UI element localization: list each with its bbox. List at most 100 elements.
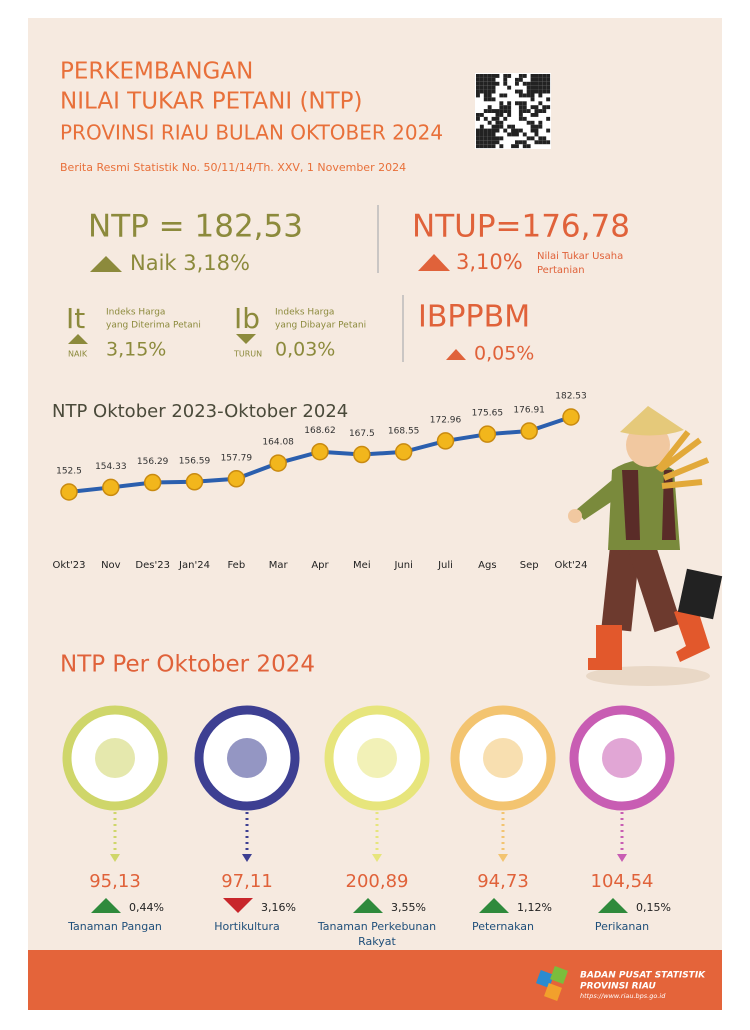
qr-module	[522, 132, 527, 137]
sector-change: 1,12%	[517, 901, 552, 914]
qr-module	[530, 85, 535, 90]
ib-status: TURUN	[233, 350, 262, 359]
qr-module	[526, 89, 531, 94]
qr-module	[503, 116, 508, 121]
qr-module	[476, 116, 480, 121]
qr-module	[511, 132, 515, 137]
qr-module	[518, 128, 523, 133]
qr-module	[487, 136, 492, 141]
qr-module	[483, 128, 488, 133]
data-label: 154.33	[95, 462, 127, 472]
qr-module	[542, 136, 547, 141]
qr-module	[522, 74, 527, 78]
qr-module	[534, 85, 539, 90]
data-label: 167.5	[349, 429, 375, 439]
title-line: PROVINSI RIAU BULAN OKTOBER 2024	[60, 121, 443, 145]
qr-module	[491, 116, 496, 121]
data-label: 175.65	[472, 409, 504, 419]
x-tick-label: Apr	[311, 560, 329, 571]
qr-module	[507, 109, 512, 113]
qr-module	[499, 93, 504, 98]
sector-value: 94,73	[477, 871, 529, 892]
qr-module	[503, 93, 508, 98]
connector-arrow	[110, 854, 120, 862]
qr-module	[479, 81, 484, 86]
qr-module	[499, 105, 504, 110]
qr-module	[530, 128, 535, 133]
up-arrow	[353, 898, 383, 913]
ib-desc: yang Dibayar Petani	[275, 321, 366, 331]
qr-module	[479, 144, 484, 149]
qr-module	[491, 85, 496, 90]
qr-module	[476, 113, 480, 117]
x-tick-label: Sep	[520, 560, 539, 571]
qr-module	[518, 140, 523, 145]
qr-module	[518, 89, 523, 94]
qr-module	[546, 81, 551, 86]
qr-module	[546, 97, 551, 102]
qr-module	[522, 93, 527, 98]
x-tick-label: Juni	[393, 560, 412, 571]
qr-module	[526, 144, 531, 149]
qr-module	[491, 81, 496, 86]
qr-module	[487, 77, 492, 82]
ib-symbol: Ib	[234, 302, 260, 335]
qr-module	[476, 85, 480, 90]
up-arrow	[90, 256, 122, 272]
qr-module	[499, 101, 504, 106]
qr-module	[546, 116, 551, 121]
qr-module	[483, 74, 488, 78]
sector-icon	[483, 738, 523, 778]
qr-module	[479, 113, 484, 117]
sector-name: Hortikultura	[214, 920, 280, 933]
footer-band	[28, 950, 722, 1010]
sector-name: Perikanan	[595, 920, 649, 933]
qr-module	[491, 77, 496, 82]
qr-module	[487, 128, 492, 133]
qr-module	[503, 81, 508, 86]
sector-value: 95,13	[89, 871, 141, 892]
ibppbm-value: IBPPBM	[418, 300, 530, 335]
qr-module	[503, 105, 508, 110]
sector-value: 104,54	[591, 871, 654, 892]
x-tick-label: Des'23	[135, 560, 170, 571]
sector-name: Rakyat	[358, 935, 396, 948]
qr-module	[534, 105, 539, 110]
qr-module	[526, 136, 531, 141]
qr-module	[487, 120, 492, 125]
coin-marker	[60, 483, 78, 501]
qr-module	[522, 81, 527, 86]
title-line: NILAI TUKAR PETANI (NTP)	[60, 89, 363, 115]
footer-text: https://www.riau.bps.go.id	[580, 992, 666, 1000]
qr-module	[515, 89, 519, 94]
ntp-value: NTP = 182,53	[88, 209, 303, 245]
footer-text: BADAN PUSAT STATISTIK	[580, 971, 706, 981]
qr-module	[530, 136, 535, 141]
qr-module	[495, 128, 500, 133]
qr-module	[511, 144, 515, 149]
qr-module	[483, 93, 488, 98]
x-tick-label: Juli	[437, 560, 453, 571]
qr-module	[499, 124, 504, 129]
data-label: 176.91	[513, 406, 545, 416]
qr-module	[526, 109, 531, 113]
sector-name: Tanaman Perkebunan	[317, 920, 436, 933]
sector-icon	[602, 738, 642, 778]
it-symbol: It	[66, 302, 85, 335]
sector-change: 0,15%	[636, 901, 671, 914]
qr-module	[479, 77, 484, 82]
data-label: 172.96	[430, 415, 462, 425]
qr-module	[530, 93, 535, 98]
qr-module	[518, 116, 523, 121]
x-tick-label: Mar	[269, 560, 289, 571]
qr-module	[487, 89, 492, 94]
qr-module	[476, 74, 480, 78]
qr-module	[534, 77, 539, 82]
ibppbm-change: 0,05%	[474, 343, 534, 365]
qr-module	[476, 136, 480, 141]
qr-module	[476, 77, 480, 82]
qr-module	[479, 74, 484, 78]
qr-module	[534, 128, 539, 133]
qr-module	[534, 81, 539, 86]
